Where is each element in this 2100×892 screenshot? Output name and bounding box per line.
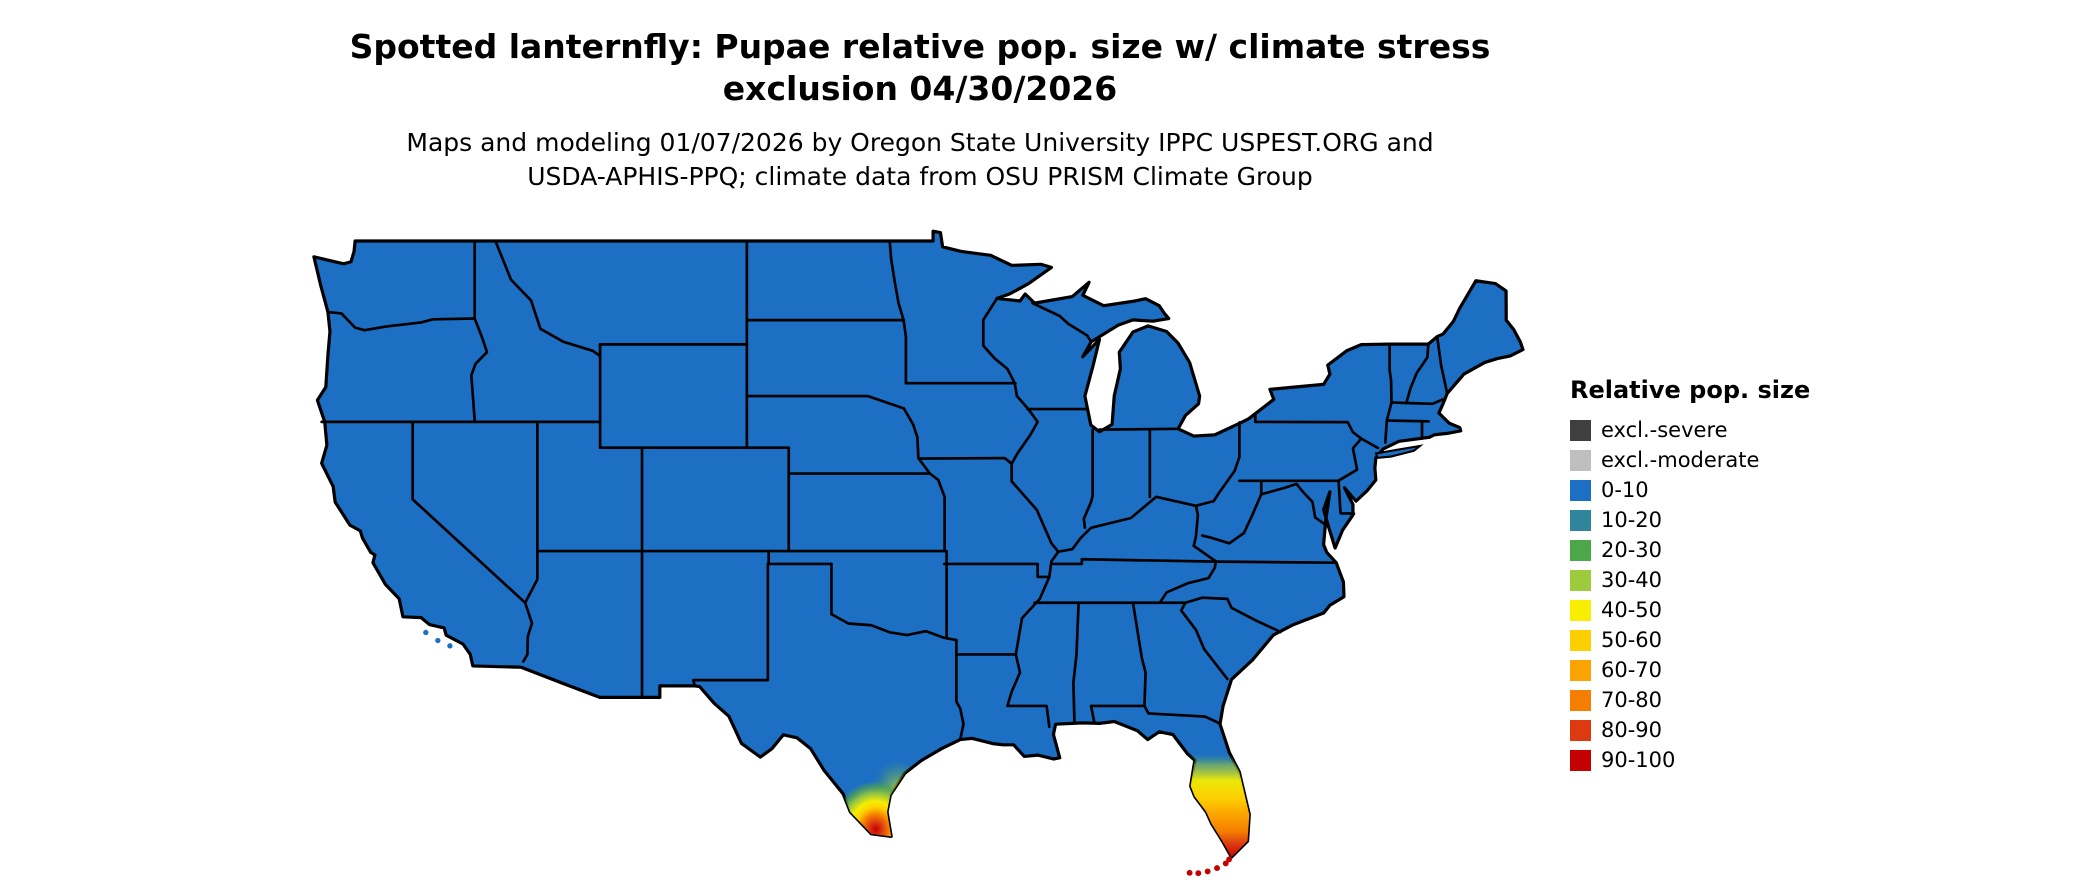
legend-title: Relative pop. size <box>1570 376 1811 404</box>
south-texas-hotspot <box>831 781 920 858</box>
legend-swatch-excl-severe <box>1570 420 1591 441</box>
legend-swatch-40-50 <box>1570 600 1591 621</box>
legend-swatch-80-90 <box>1570 720 1591 741</box>
map-subtitle: Maps and modeling 01/07/2026 by Oregon S… <box>0 126 1840 194</box>
florida-keys <box>1186 856 1233 877</box>
legend-item-label: 60-70 <box>1601 658 1663 682</box>
legend-item: 70-80 <box>1570 688 1870 713</box>
state-borders <box>320 239 1449 741</box>
legend-item-label: 0-10 <box>1601 478 1649 502</box>
legend-item: excl.-severe <box>1570 418 1870 443</box>
us-mainland <box>312 229 1525 859</box>
legend-item: 90-100 <box>1570 748 1870 773</box>
subtitle-line1: Maps and modeling 01/07/2026 by Oregon S… <box>406 128 1434 157</box>
legend-swatch-90-100 <box>1570 750 1591 771</box>
map-legend: Relative pop. size excl.-severe excl.-mo… <box>1570 376 1870 778</box>
legend-item: 30-40 <box>1570 568 1870 593</box>
subtitle-line2: USDA-APHIS-PPQ; climate data from OSU PR… <box>527 162 1313 191</box>
population-hotspots <box>830 754 1259 858</box>
page-title-line2: exclusion 04/30/2026 <box>722 69 1118 108</box>
page-title-line1: Spotted lanternfly: Pupae relative pop. … <box>349 27 1491 66</box>
legend-item-label: 80-90 <box>1601 718 1663 742</box>
legend-item-label: 20-30 <box>1601 538 1663 562</box>
legend-swatch-20-30 <box>1570 540 1591 561</box>
legend-swatch-10-20 <box>1570 510 1591 531</box>
legend-item-label: 50-60 <box>1601 628 1663 652</box>
us-map-container <box>308 228 1533 887</box>
legend-swatch-70-80 <box>1570 690 1591 711</box>
legend-item-label: 30-40 <box>1601 568 1663 592</box>
map-header: Spotted lanternfly: Pupae relative pop. … <box>0 26 1840 194</box>
legend-swatch-50-60 <box>1570 630 1591 651</box>
legend-swatch-60-70 <box>1570 660 1591 681</box>
legend-item: 0-10 <box>1570 478 1870 503</box>
legend-item: 80-90 <box>1570 718 1870 743</box>
legend-item-label: excl.-moderate <box>1601 448 1760 472</box>
legend-item: 40-50 <box>1570 598 1870 623</box>
legend-swatch-excl-moderate <box>1570 450 1591 471</box>
legend-item: excl.-moderate <box>1570 448 1870 473</box>
legend-item: 50-60 <box>1570 628 1870 653</box>
legend-item: 20-30 <box>1570 538 1870 563</box>
legend-item: 10-20 <box>1570 508 1870 533</box>
legend-item-label: 10-20 <box>1601 508 1663 532</box>
legend-item-label: 90-100 <box>1601 748 1676 772</box>
legend-item-label: excl.-severe <box>1601 418 1728 442</box>
legend-swatch-30-40 <box>1570 570 1591 591</box>
us-choropleth-map <box>312 229 1525 877</box>
legend-swatch-0-10 <box>1570 480 1591 501</box>
legend-item-label: 40-50 <box>1601 598 1663 622</box>
legend-item-label: 70-80 <box>1601 688 1663 712</box>
legend-item: 60-70 <box>1570 658 1870 683</box>
long-island <box>1374 444 1424 460</box>
channel-islands <box>423 629 453 649</box>
